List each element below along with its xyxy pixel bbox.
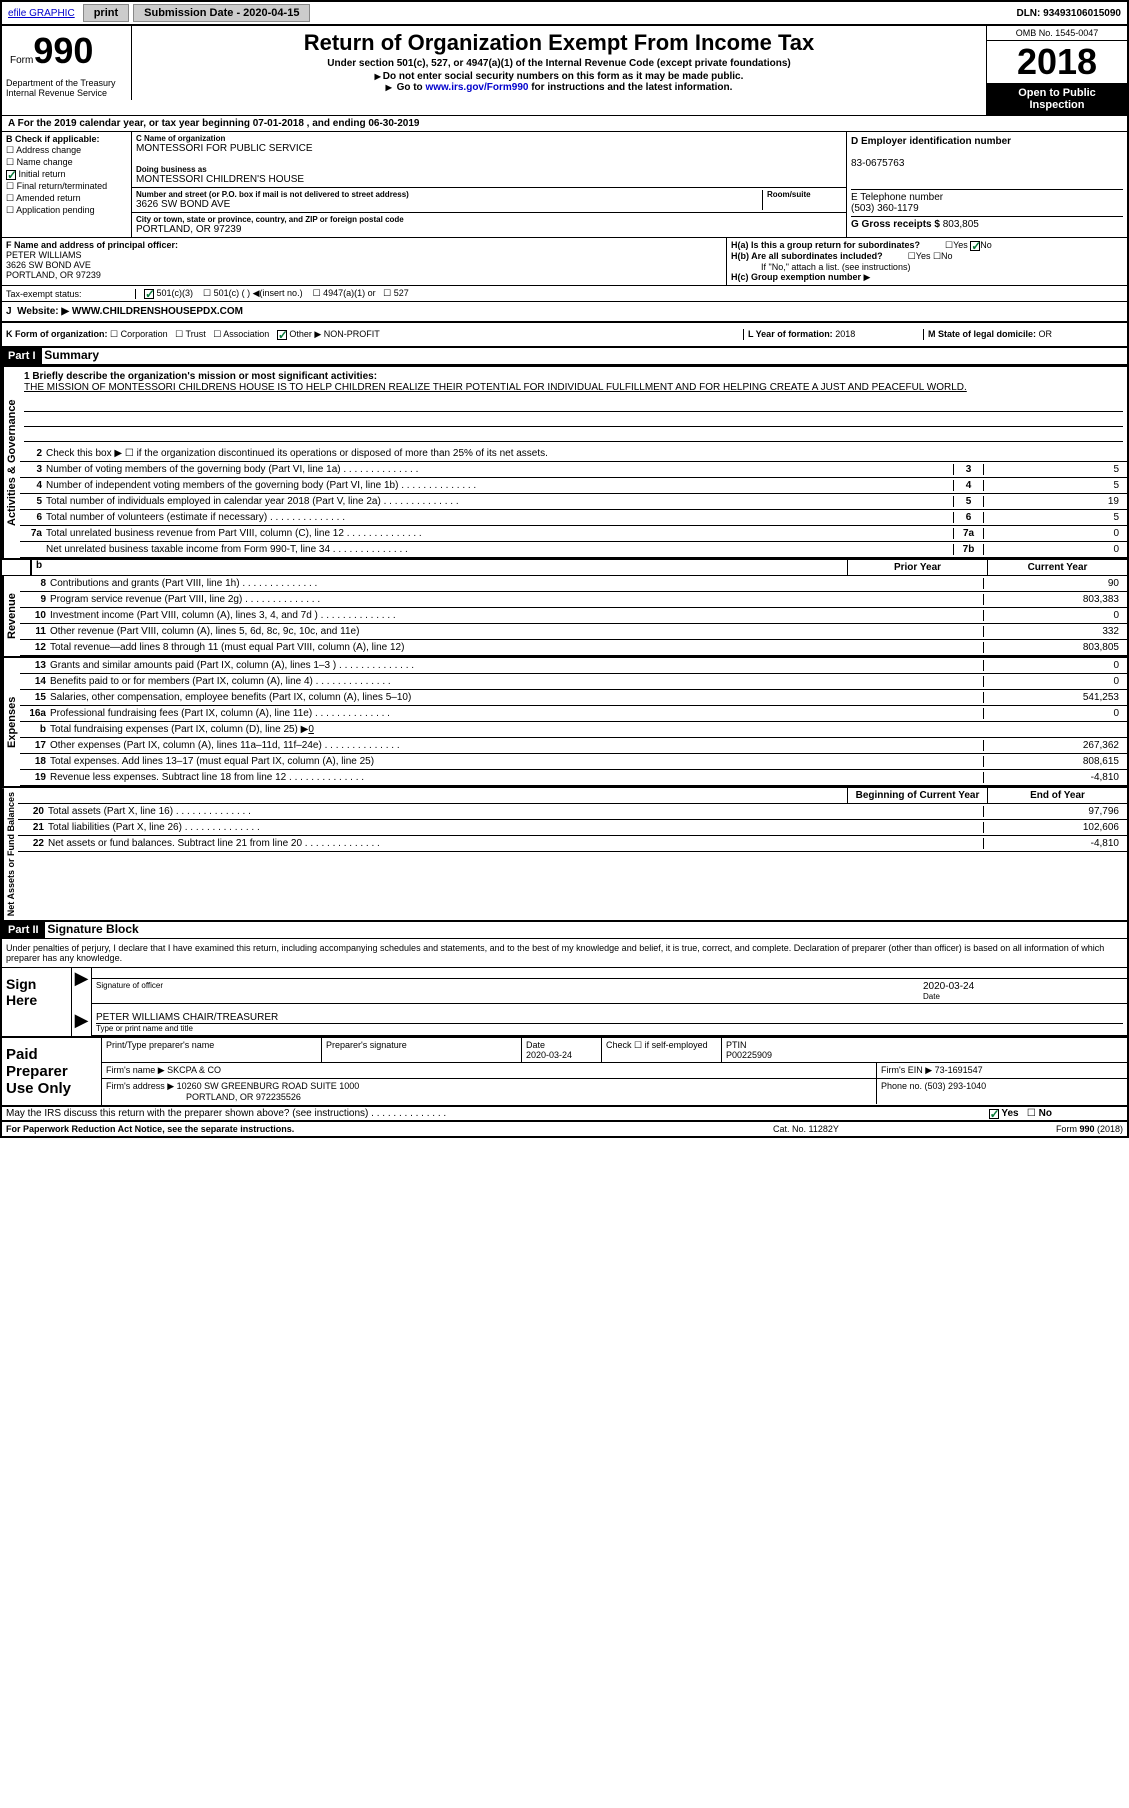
val-3: 5	[983, 464, 1123, 475]
line-a: A For the 2019 calendar year, or tax yea…	[2, 116, 1127, 132]
val-8: 90	[983, 578, 1123, 589]
revenue-section: Revenue 8Contributions and grants (Part …	[2, 576, 1127, 656]
sig-date: 2020-03-24	[923, 981, 1123, 992]
dept-treasury: Department of the Treasury Internal Reve…	[2, 76, 132, 100]
k-l-m-row: K Form of organization: ☐ Corporation ☐ …	[2, 323, 1127, 348]
firm-ein: 73-1691547	[935, 1065, 983, 1075]
paid-preparer-row: Paid Preparer Use Only Print/Type prepar…	[2, 1036, 1127, 1105]
header-right: OMB No. 1545-0047 2018 Open to Public In…	[987, 26, 1127, 115]
dba-name: MONTESSORI CHILDREN'S HOUSE	[136, 174, 842, 185]
org-name: MONTESSORI FOR PUBLIC SERVICE	[136, 143, 842, 154]
gross-receipts: 803,805	[943, 219, 979, 230]
phone: (503) 360-1179	[851, 203, 919, 214]
expenses-section: Expenses 13Grants and similar amounts pa…	[2, 656, 1127, 786]
firm-addr: 10260 SW GREENBURG ROAD SUITE 1000	[177, 1081, 360, 1091]
year-formation: 2018	[835, 329, 855, 339]
prep-date: 2020-03-24	[526, 1050, 572, 1060]
officer-group-row: F Name and address of principal officer:…	[2, 238, 1127, 286]
val-15: 541,253	[983, 692, 1123, 703]
val-11: 332	[983, 626, 1123, 637]
group-return-no[interactable]	[970, 241, 980, 251]
submission-date: Submission Date - 2020-04-15	[133, 4, 310, 22]
open-public: Open to Public Inspection	[987, 83, 1127, 115]
sign-here-row: Sign Here ▶▶ Signature of officer 2020-0…	[2, 967, 1127, 1036]
mission-text: THE MISSION OF MONTESSORI CHILDRENS HOUS…	[24, 382, 967, 393]
activities-governance: Activities & Governance 1 Briefly descri…	[2, 365, 1127, 558]
footer: For Paperwork Reduction Act Notice, see …	[2, 1121, 1127, 1136]
firm-phone: (503) 293-1040	[925, 1081, 987, 1091]
form-number: Form990	[2, 26, 132, 76]
topbar: efile GRAPHIC print Submission Date - 20…	[2, 2, 1127, 26]
discuss-yes[interactable]	[989, 1109, 999, 1119]
501c3-checkbox[interactable]	[144, 289, 154, 299]
val-4: 5	[983, 480, 1123, 491]
col-b-checkboxes: B Check if applicable: ☐ Address change …	[2, 132, 132, 237]
dln: DLN: 93493106015090	[1010, 6, 1127, 21]
form-header: Form990 Department of the Treasury Inter…	[2, 26, 1127, 116]
state-domicile: OR	[1039, 329, 1053, 339]
val-19: -4,810	[983, 772, 1123, 783]
col-d-right: D Employer identification number 83-0675…	[847, 132, 1127, 237]
val-10: 0	[983, 610, 1123, 621]
part1-header: Part I Summary	[2, 348, 1127, 365]
ein: 83-0675763	[851, 158, 904, 169]
firm-name: SKCPA & CO	[167, 1065, 221, 1075]
other-type: NON-PROFIT	[324, 329, 380, 339]
val-7a: 0	[983, 528, 1123, 539]
initial-return-checkbox[interactable]	[6, 170, 16, 180]
val-13: 0	[983, 660, 1123, 671]
val-20: 97,796	[983, 806, 1123, 817]
val-22: -4,810	[983, 838, 1123, 849]
rev-header: b Prior Year Current Year	[2, 558, 1127, 576]
efile-link[interactable]: efile GRAPHIC	[2, 6, 81, 21]
other-checkbox[interactable]	[277, 330, 287, 340]
tax-status-row: Tax-exempt status: 501(c)(3) ☐ 501(c) ( …	[2, 286, 1127, 302]
declaration: Under penalties of perjury, I declare th…	[2, 939, 1127, 967]
val-6: 5	[983, 512, 1123, 523]
val-17: 267,362	[983, 740, 1123, 751]
val-9: 803,383	[983, 594, 1123, 605]
city-state-zip: PORTLAND, OR 97239	[136, 224, 842, 235]
print-button[interactable]: print	[83, 4, 129, 22]
ptin: P00225909	[726, 1050, 772, 1060]
val-21: 102,606	[983, 822, 1123, 833]
val-16a: 0	[983, 708, 1123, 719]
website: WWW.CHILDRENSHOUSEPDX.COM	[72, 306, 243, 317]
val-5: 19	[983, 496, 1123, 507]
val-18: 808,615	[983, 756, 1123, 767]
discuss-row: May the IRS discuss this return with the…	[2, 1105, 1127, 1121]
instructions-link: Go to www.irs.gov/Form990 for instructio…	[136, 82, 982, 93]
mission-block: 1 Briefly describe the organization's mi…	[20, 367, 1127, 446]
net-assets-section: Net Assets or Fund Balances Beginning of…	[2, 786, 1127, 920]
val-12: 803,805	[983, 642, 1123, 653]
omb-number: OMB No. 1545-0047	[987, 26, 1127, 41]
tax-year: 2018	[987, 41, 1127, 83]
form-title: Return of Organization Exempt From Incom…	[136, 30, 982, 56]
val-14: 0	[983, 676, 1123, 687]
officer-sig-name: PETER WILLIAMS CHAIR/TREASURER	[96, 1012, 1123, 1023]
part2-header: Part II Signature Block	[2, 920, 1127, 939]
val-7b: 0	[983, 544, 1123, 555]
subtitle-2: Do not enter social security numbers on …	[136, 71, 982, 82]
irs-link[interactable]: www.irs.gov/Form990	[425, 82, 528, 93]
subtitle-1: Under section 501(c), 527, or 4947(a)(1)…	[136, 58, 982, 69]
officer-name: PETER WILLIAMS	[6, 250, 82, 260]
website-row: J Website: ▶ WWW.CHILDRENSHOUSEPDX.COM	[2, 302, 1127, 323]
col-c-org-info: C Name of organization MONTESSORI FOR PU…	[132, 132, 847, 237]
street-address: 3626 SW BOND AVE	[136, 199, 762, 210]
main-info-block: B Check if applicable: ☐ Address change …	[2, 132, 1127, 238]
